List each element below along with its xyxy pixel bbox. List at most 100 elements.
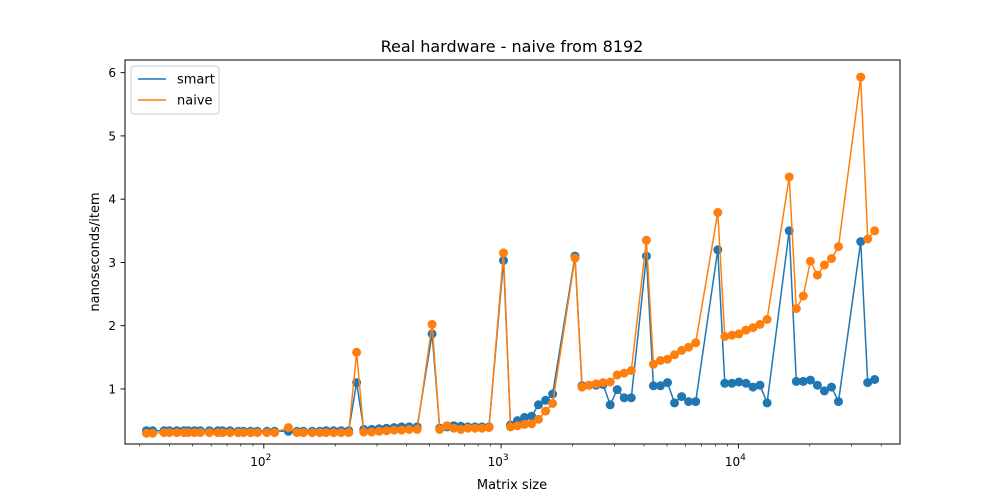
data-point-naive-50 [527, 419, 537, 429]
data-point-smart-67 [670, 398, 679, 408]
data-point-smart-88 [863, 378, 873, 388]
data-point-smart-78 [762, 398, 772, 408]
data-point-smart-64 [648, 381, 658, 391]
x-tick-label-2: 104 [725, 453, 746, 469]
data-point-naive-64 [648, 359, 658, 369]
data-point-naive-60 [612, 370, 622, 380]
data-point-naive-41 [456, 424, 466, 434]
data-point-naive-44 [477, 423, 487, 433]
data-point-smart-51 [534, 400, 543, 410]
data-point-naive-85 [827, 254, 836, 264]
data-point-naive-1 [148, 428, 158, 438]
data-point-smart-87 [856, 237, 866, 247]
data-point-naive-71 [713, 208, 723, 217]
data-point-smart-61 [619, 393, 629, 403]
data-point-smart-77 [755, 380, 765, 390]
data-point-naive-45 [484, 423, 494, 433]
data-point-naive-84 [819, 260, 829, 270]
y-tick-label-0: 1 [108, 382, 116, 396]
data-point-smart-80 [791, 376, 801, 386]
data-point-naive-58 [598, 378, 608, 388]
data-point-smart-69 [684, 397, 694, 407]
data-point-naive-21 [299, 428, 308, 438]
data-point-naive-31 [374, 426, 384, 436]
data-point-naive-73 [727, 330, 737, 340]
data-point-naive-19 [283, 423, 293, 433]
data-point-smart-82 [805, 375, 815, 385]
x-tick-label-1: 103 [488, 453, 509, 469]
data-point-naive-83 [812, 270, 822, 280]
data-point-naive-80 [791, 304, 801, 314]
data-point-naive-43 [470, 423, 480, 433]
data-point-smart-86 [834, 397, 843, 407]
data-point-naive-75 [741, 325, 751, 335]
data-point-naive-42 [463, 423, 473, 433]
data-point-smart-65 [656, 381, 665, 391]
data-point-naive-65 [656, 356, 665, 365]
data-point-naive-49 [520, 419, 529, 429]
legend-box [130, 65, 220, 115]
legend-label-naive: naive [177, 94, 213, 109]
data-point-naive-3 [164, 428, 174, 438]
data-point-naive-12 [225, 428, 235, 438]
data-point-naive-35 [404, 424, 414, 434]
data-point-naive-53 [548, 399, 558, 408]
data-point-naive-51 [534, 414, 543, 424]
data-point-naive-16 [252, 428, 262, 438]
data-point-naive-26 [336, 428, 346, 438]
data-point-naive-79 [784, 172, 794, 182]
data-point-naive-78 [762, 314, 772, 324]
data-point-naive-70 [691, 338, 701, 348]
data-point-smart-74 [734, 377, 744, 387]
data-point-naive-88 [863, 234, 873, 244]
data-point-smart-85 [827, 382, 836, 392]
data-point-naive-23 [315, 428, 325, 438]
data-point-naive-30 [367, 427, 377, 437]
data-point-naive-48 [513, 421, 522, 431]
data-point-naive-82 [805, 256, 815, 266]
plot-frame [124, 59, 901, 445]
data-point-naive-61 [619, 368, 629, 378]
data-point-smart-68 [677, 392, 687, 402]
data-point-naive-28 [352, 347, 362, 357]
data-point-naive-39 [442, 421, 452, 431]
data-point-naive-62 [626, 366, 636, 376]
x-axis-ticks: 102 103 104 [139, 444, 882, 469]
plot-series-layer [141, 72, 880, 438]
data-point-naive-86 [834, 242, 843, 252]
data-point-smart-84 [819, 386, 829, 396]
data-point-smart-81 [798, 376, 808, 386]
y-tick-label-1: 2 [108, 319, 116, 333]
data-point-naive-27 [344, 428, 354, 438]
data-point-naive-37 [427, 319, 437, 329]
data-point-naive-25 [329, 428, 339, 438]
data-point-naive-72 [720, 332, 730, 341]
data-point-naive-24 [321, 428, 331, 438]
legend: smart naive [130, 65, 220, 115]
data-point-naive-11 [218, 428, 227, 438]
data-point-naive-34 [397, 425, 407, 435]
data-point-naive-4 [172, 428, 182, 438]
series-naive [141, 72, 880, 438]
data-point-naive-22 [307, 428, 317, 438]
data-point-smart-72 [720, 378, 730, 388]
data-point-naive-38 [435, 424, 445, 434]
data-point-smart-59 [605, 400, 615, 410]
y-tick-label-2: 3 [108, 256, 116, 270]
data-point-smart-76 [748, 382, 758, 392]
data-point-smart-50 [527, 411, 537, 421]
data-point-naive-9 [204, 428, 214, 438]
data-point-naive-20 [292, 428, 302, 438]
data-point-smart-71 [713, 245, 723, 255]
data-point-naive-52 [541, 406, 551, 416]
data-point-smart-73 [727, 378, 737, 388]
data-point-naive-15 [246, 428, 256, 438]
data-point-naive-59 [605, 377, 615, 387]
data-point-naive-17 [262, 428, 272, 438]
data-point-smart-83 [812, 380, 822, 390]
data-point-naive-29 [359, 427, 369, 437]
data-point-smart-70 [691, 397, 701, 407]
y-tick-label-5: 6 [108, 66, 116, 80]
